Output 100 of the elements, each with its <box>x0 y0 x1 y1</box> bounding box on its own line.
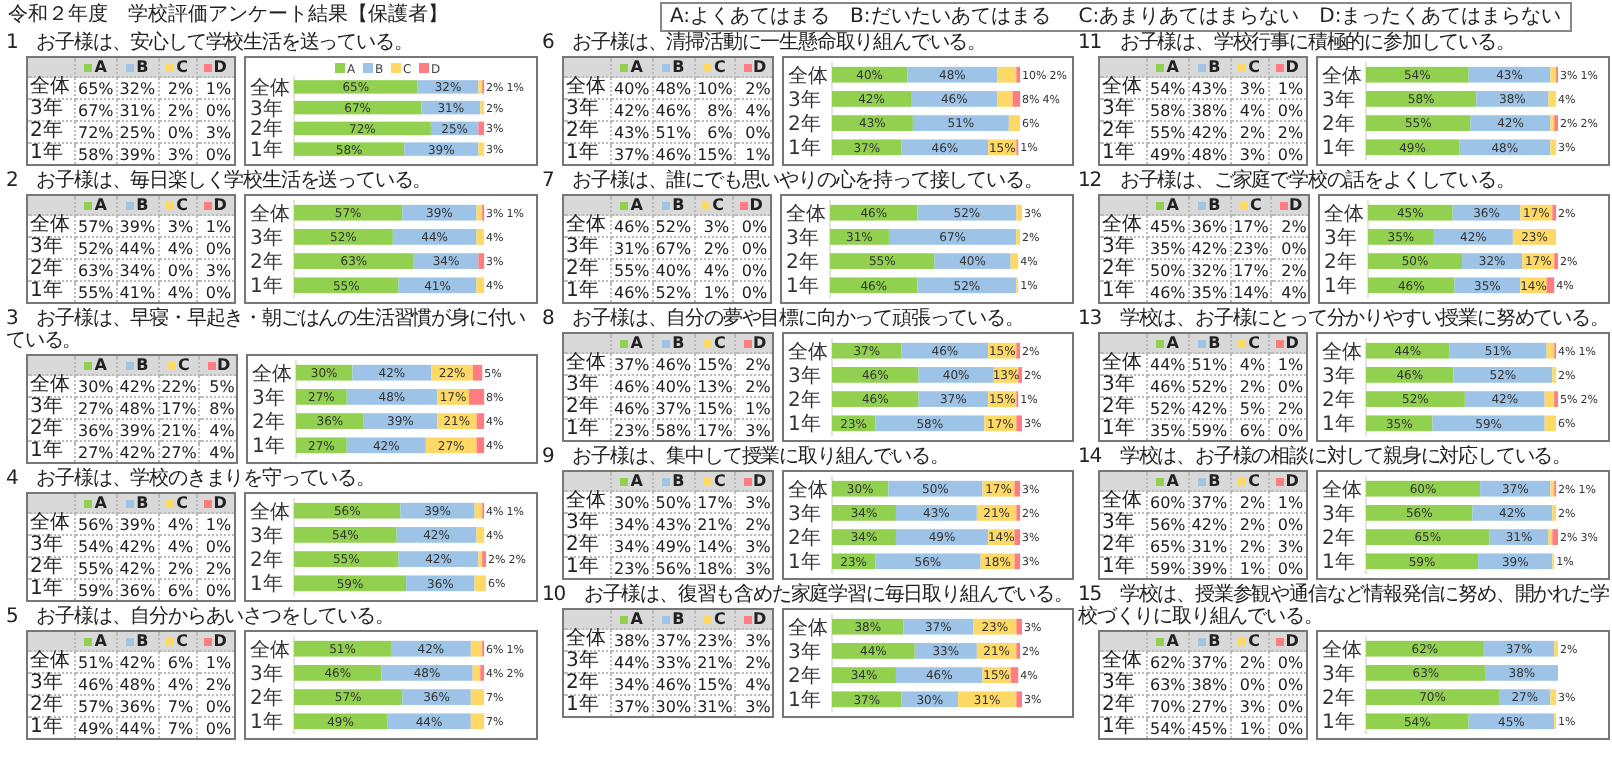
bar <box>469 689 484 705</box>
y-tick-label: 全体 <box>563 352 611 375</box>
bar <box>1365 342 1449 359</box>
legend-label: A <box>630 472 643 490</box>
data-label: 51% <box>75 651 117 673</box>
data-label: 15% <box>694 397 736 419</box>
bar <box>832 391 920 407</box>
legend-label: B <box>136 632 149 650</box>
data-label: 2% <box>735 513 774 535</box>
data-label: 1% <box>735 397 774 419</box>
data-label: 0% <box>1268 695 1307 717</box>
legend-label: B <box>136 356 149 374</box>
data-label: 0% <box>1268 513 1307 535</box>
y-tick-label: 2年 <box>1099 258 1147 281</box>
data-label: 3% <box>158 143 197 165</box>
category-label: 全体 <box>1321 65 1362 88</box>
bar <box>1015 480 1021 497</box>
legend-label: C <box>176 494 188 512</box>
data-label: 34% <box>116 259 159 281</box>
bar <box>1547 91 1556 107</box>
data-label: 17% <box>1230 259 1272 281</box>
data-label: 5% <box>1230 397 1269 419</box>
data-label: 2% <box>158 77 197 99</box>
data-label: 46% <box>652 353 695 375</box>
data-label: 52% <box>652 215 695 237</box>
data-label: 42% <box>1188 121 1231 143</box>
data-label: 56% <box>75 513 117 535</box>
bar <box>293 551 398 567</box>
data-label: 44% <box>116 237 159 259</box>
data-label: 2% <box>735 77 774 99</box>
data-label: 1% <box>1230 557 1269 579</box>
data-label: 7% <box>158 717 197 739</box>
data-label: 0% <box>1230 673 1269 695</box>
bar <box>1471 505 1552 521</box>
legend-label: C <box>178 356 190 374</box>
data-label: 3% <box>735 557 774 579</box>
data-label: 2% <box>158 99 197 121</box>
data-label: 6% <box>694 121 736 143</box>
legend-label: B <box>1208 472 1221 490</box>
bar <box>1365 139 1459 156</box>
data-label: 42% <box>611 99 653 121</box>
y-tick-label: 2年 <box>1099 694 1147 717</box>
legend-label: D <box>753 610 767 628</box>
data-label: 48% <box>652 77 695 99</box>
bar <box>475 229 484 245</box>
category-label: 全体 <box>1324 203 1365 226</box>
data-label: 3% <box>735 695 774 717</box>
data-label: 27% <box>1188 695 1231 717</box>
data-label: 44% <box>1147 353 1189 375</box>
legend-label: D <box>217 356 231 374</box>
y-tick-label: 1年 <box>27 716 75 739</box>
data-label: 4% <box>199 419 238 441</box>
bar <box>907 66 999 83</box>
data-label: 0% <box>196 579 235 601</box>
data-label: 37% <box>1188 491 1231 513</box>
data-label: 2% <box>1230 491 1269 513</box>
bar <box>391 229 476 245</box>
data-label: 3% <box>735 491 774 513</box>
data-label: 25% <box>116 121 159 143</box>
data-label: 48% <box>116 673 159 695</box>
category-label: 全体 <box>249 203 290 226</box>
data-label: 4% <box>694 259 733 281</box>
y-tick-label: 全体 <box>1099 214 1147 237</box>
legend-label: D <box>1285 58 1299 76</box>
text: C:あまりあてはまらない D:まったくあてはまらない <box>1078 6 1562 28</box>
data-label: 1% <box>694 281 733 303</box>
data-label: 39% <box>116 215 159 237</box>
data-label: 40% <box>652 375 695 397</box>
bar <box>1365 66 1468 83</box>
bar <box>888 229 1016 245</box>
category-label: 2年 <box>249 119 282 142</box>
data-label: 31% <box>116 99 159 121</box>
bar <box>1365 553 1478 570</box>
data-label: 43% <box>1188 77 1231 99</box>
bar <box>397 551 478 567</box>
bar <box>293 713 387 730</box>
bar <box>1458 139 1550 156</box>
data-label: 62% <box>1147 651 1189 673</box>
y-tick-label: 3年 <box>563 512 611 535</box>
y-tick-label: 全体 <box>27 374 75 397</box>
bar <box>1452 367 1552 383</box>
legend-label: A <box>1166 196 1179 214</box>
category-label: 1年 <box>249 140 282 163</box>
chart-title: 7 お子様は、誰にでも思いやりの心を持って接している。 <box>542 170 1045 192</box>
data-label: 0% <box>1268 143 1307 165</box>
bar <box>832 367 920 383</box>
data-label: 34% <box>611 513 653 535</box>
y-tick-label: 全体 <box>1099 650 1147 673</box>
bar <box>1365 529 1489 545</box>
y-tick-label: 2年 <box>27 418 75 441</box>
data-label: 17% <box>694 419 736 441</box>
data-label: 31% <box>694 695 736 717</box>
bar <box>1545 342 1554 359</box>
legend-label: D <box>749 196 763 214</box>
data-label: 35% <box>1147 237 1189 259</box>
data-label: 55% <box>75 281 117 303</box>
bar <box>1431 415 1544 432</box>
data-label: 63% <box>75 259 117 281</box>
legend-label: C <box>1250 196 1262 214</box>
legend-label: B <box>136 196 149 214</box>
